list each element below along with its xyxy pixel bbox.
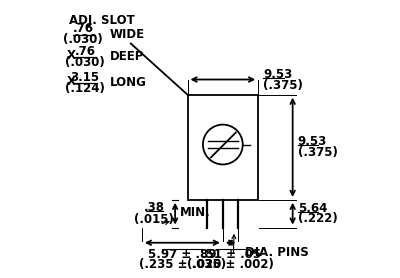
Text: 9.53: 9.53 — [263, 68, 292, 81]
Text: DIA. PINS: DIA. PINS — [245, 247, 309, 259]
Text: (.235 ± .035): (.235 ± .035) — [139, 258, 226, 271]
Text: (.222): (.222) — [298, 212, 337, 225]
Text: ADJ. SLOT: ADJ. SLOT — [69, 14, 134, 27]
Text: (.030): (.030) — [63, 33, 103, 46]
Text: (.030): (.030) — [65, 56, 105, 69]
Text: .76: .76 — [72, 23, 94, 35]
Text: .38: .38 — [144, 201, 165, 214]
Text: (.375): (.375) — [263, 79, 303, 92]
Text: X: X — [67, 49, 76, 62]
Text: MIN.: MIN. — [180, 206, 211, 219]
Text: (.124): (.124) — [65, 82, 105, 95]
Bar — [188, 95, 258, 200]
Text: 3.15: 3.15 — [71, 71, 100, 84]
Text: (.375): (.375) — [298, 146, 338, 159]
Text: WIDE: WIDE — [110, 28, 145, 41]
Text: (.015): (.015) — [134, 213, 174, 226]
Text: LONG: LONG — [110, 76, 147, 89]
Text: .51 ± .05: .51 ± .05 — [200, 248, 261, 261]
Text: 5.64: 5.64 — [298, 202, 327, 215]
Text: 5.97 ± .89: 5.97 ± .89 — [148, 248, 217, 261]
Text: DEEP: DEEP — [110, 50, 144, 63]
Text: .76: .76 — [75, 44, 96, 58]
Text: (.020 ± .002): (.020 ± .002) — [187, 258, 274, 271]
Text: 9.53: 9.53 — [298, 135, 327, 148]
Text: X: X — [67, 75, 76, 88]
